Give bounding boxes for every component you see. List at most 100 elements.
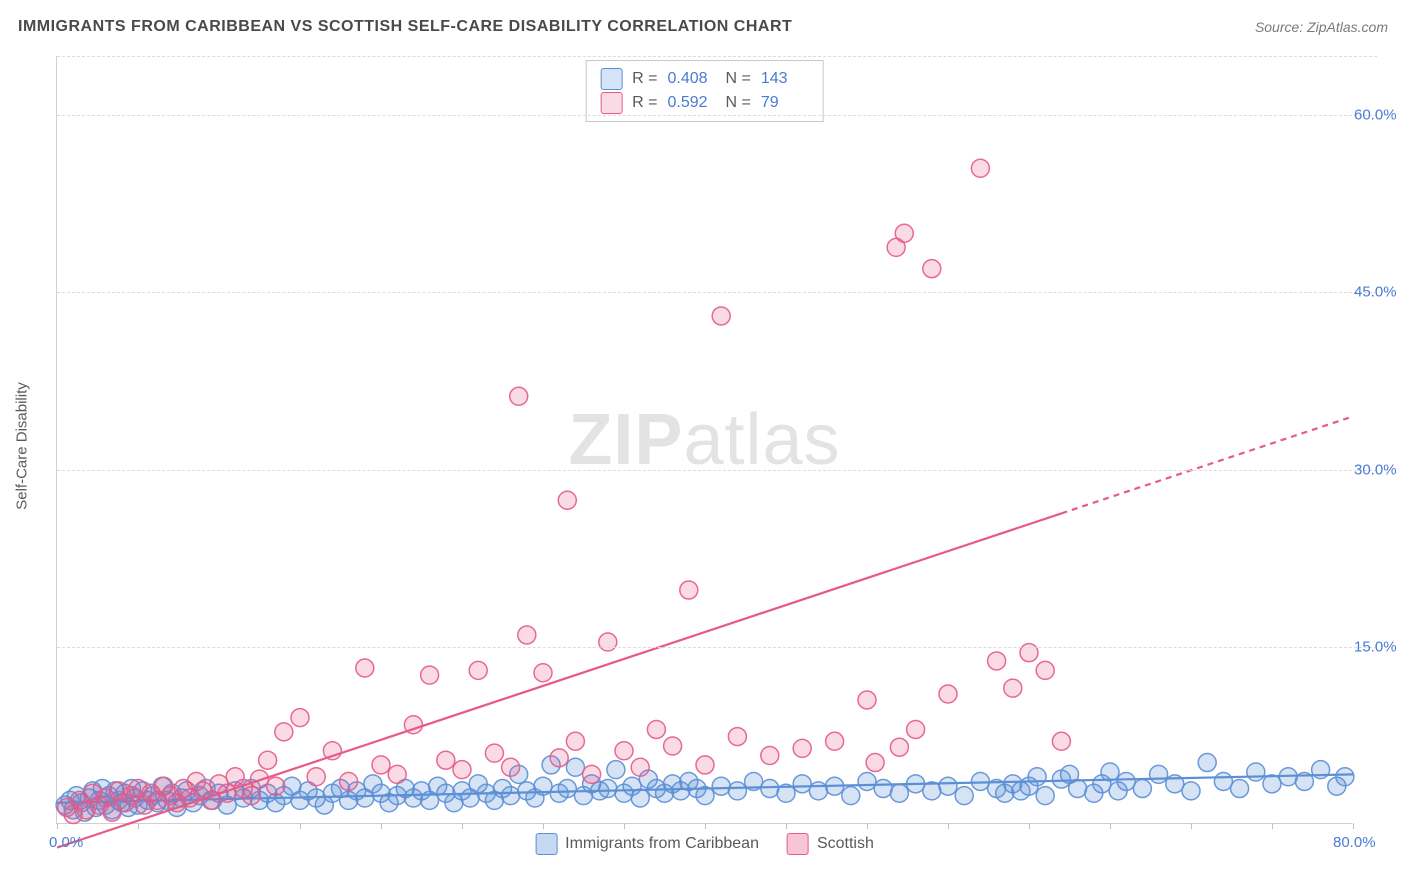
- r-label: R =: [632, 67, 657, 91]
- scatter-point-caribbean: [502, 787, 520, 805]
- scatter-point-scottish: [631, 758, 649, 776]
- xtick-mark: [1272, 823, 1273, 829]
- xtick-mark: [57, 823, 58, 829]
- xtick-mark: [1110, 823, 1111, 829]
- scatter-point-caribbean: [1263, 775, 1281, 793]
- scatter-point-scottish: [615, 742, 633, 760]
- scatter-point-scottish: [566, 732, 584, 750]
- scatter-point-scottish: [728, 728, 746, 746]
- scatter-point-scottish: [485, 744, 503, 762]
- scatter-point-caribbean: [890, 784, 908, 802]
- n-label: N =: [726, 91, 751, 115]
- scatter-point-scottish: [599, 633, 617, 651]
- scatter-point-caribbean: [793, 775, 811, 793]
- n-value-scottish: 79: [761, 91, 809, 115]
- scatter-point-scottish: [1036, 661, 1054, 679]
- ytick-label: 30.0%: [1354, 461, 1404, 478]
- xtick-mark: [381, 823, 382, 829]
- scatter-point-caribbean: [1247, 763, 1265, 781]
- scatter-point-caribbean: [1028, 768, 1046, 786]
- scatter-point-scottish: [826, 732, 844, 750]
- scatter-point-scottish: [583, 765, 601, 783]
- ytick-label: 60.0%: [1354, 107, 1404, 124]
- xtick-mark: [138, 823, 139, 829]
- swatch-scottish: [787, 833, 809, 855]
- n-value-caribbean: 143: [761, 67, 809, 91]
- scatter-point-scottish: [518, 626, 536, 644]
- scatter-point-scottish: [469, 661, 487, 679]
- scatter-point-scottish: [890, 738, 908, 756]
- xtick-mark: [624, 823, 625, 829]
- scatter-point-scottish: [340, 772, 358, 790]
- xtick-label: 0.0%: [49, 834, 83, 851]
- scatter-point-scottish: [421, 666, 439, 684]
- r-value-scottish: 0.592: [668, 91, 716, 115]
- scatter-point-scottish: [558, 491, 576, 509]
- scatter-point-caribbean: [1182, 782, 1200, 800]
- scatter-point-scottish: [510, 387, 528, 405]
- scatter-point-caribbean: [631, 789, 649, 807]
- scatter-point-scottish: [550, 749, 568, 767]
- swatch-scottish: [600, 92, 622, 114]
- legend-item-caribbean: Immigrants from Caribbean: [535, 833, 759, 855]
- scatter-point-scottish: [664, 737, 682, 755]
- scatter-point-scottish: [1004, 679, 1022, 697]
- source-label: Source: ZipAtlas.com: [1255, 19, 1388, 35]
- scatter-point-caribbean: [939, 777, 957, 795]
- xtick-mark: [462, 823, 463, 829]
- legend-label-caribbean: Immigrants from Caribbean: [565, 835, 759, 853]
- scatter-point-caribbean: [1133, 780, 1151, 798]
- gridline-h: [57, 470, 1377, 471]
- bottom-legend: Immigrants from Caribbean Scottish: [535, 833, 874, 855]
- ytick-label: 15.0%: [1354, 638, 1404, 655]
- n-label: N =: [726, 67, 751, 91]
- scatter-point-caribbean: [1231, 780, 1249, 798]
- scatter-point-caribbean: [761, 780, 779, 798]
- gridline-h: [57, 647, 1377, 648]
- scatter-point-scottish: [858, 691, 876, 709]
- scatter-point-scottish: [895, 224, 913, 242]
- xtick-mark: [1191, 823, 1192, 829]
- gridline-h: [57, 292, 1377, 293]
- scatter-point-caribbean: [566, 758, 584, 776]
- plot-area: ZIPatlas R = 0.408 N = 143 R = 0.592 N =…: [56, 56, 1352, 824]
- scatter-point-scottish: [356, 659, 374, 677]
- scatter-point-scottish: [307, 768, 325, 786]
- scatter-point-caribbean: [728, 782, 746, 800]
- scatter-point-scottish: [372, 756, 390, 774]
- scatter-point-scottish: [680, 581, 698, 599]
- legend-item-scottish: Scottish: [787, 833, 874, 855]
- legend-label-scottish: Scottish: [817, 835, 874, 853]
- xtick-mark: [300, 823, 301, 829]
- swatch-caribbean: [600, 68, 622, 90]
- scatter-point-scottish: [291, 709, 309, 727]
- scatter-point-scottish: [939, 685, 957, 703]
- scatter-point-caribbean: [842, 787, 860, 805]
- scatter-point-scottish: [1052, 732, 1070, 750]
- scatter-point-scottish: [866, 754, 884, 772]
- xtick-label: 80.0%: [1333, 834, 1376, 851]
- xtick-mark: [867, 823, 868, 829]
- scatter-point-caribbean: [599, 780, 617, 798]
- xtick-mark: [705, 823, 706, 829]
- xtick-mark: [786, 823, 787, 829]
- scatter-point-scottish: [988, 652, 1006, 670]
- xtick-mark: [219, 823, 220, 829]
- scatter-point-scottish: [647, 720, 665, 738]
- chart-title: IMMIGRANTS FROM CARIBBEAN VS SCOTTISH SE…: [18, 18, 792, 36]
- scatter-point-scottish: [907, 720, 925, 738]
- scatter-point-scottish: [388, 765, 406, 783]
- scatter-point-caribbean: [712, 777, 730, 795]
- scatter-point-caribbean: [1214, 772, 1232, 790]
- scatter-point-caribbean: [1101, 763, 1119, 781]
- xtick-mark: [1353, 823, 1354, 829]
- scatter-point-scottish: [437, 751, 455, 769]
- scatter-point-scottish: [793, 739, 811, 757]
- scatter-point-caribbean: [858, 772, 876, 790]
- scatter-point-scottish: [923, 260, 941, 278]
- scatter-point-scottish: [696, 756, 714, 774]
- trend-line-dashed-scottish: [1061, 416, 1353, 513]
- scatter-point-scottish: [275, 723, 293, 741]
- xtick-mark: [1029, 823, 1030, 829]
- scatter-point-caribbean: [607, 761, 625, 779]
